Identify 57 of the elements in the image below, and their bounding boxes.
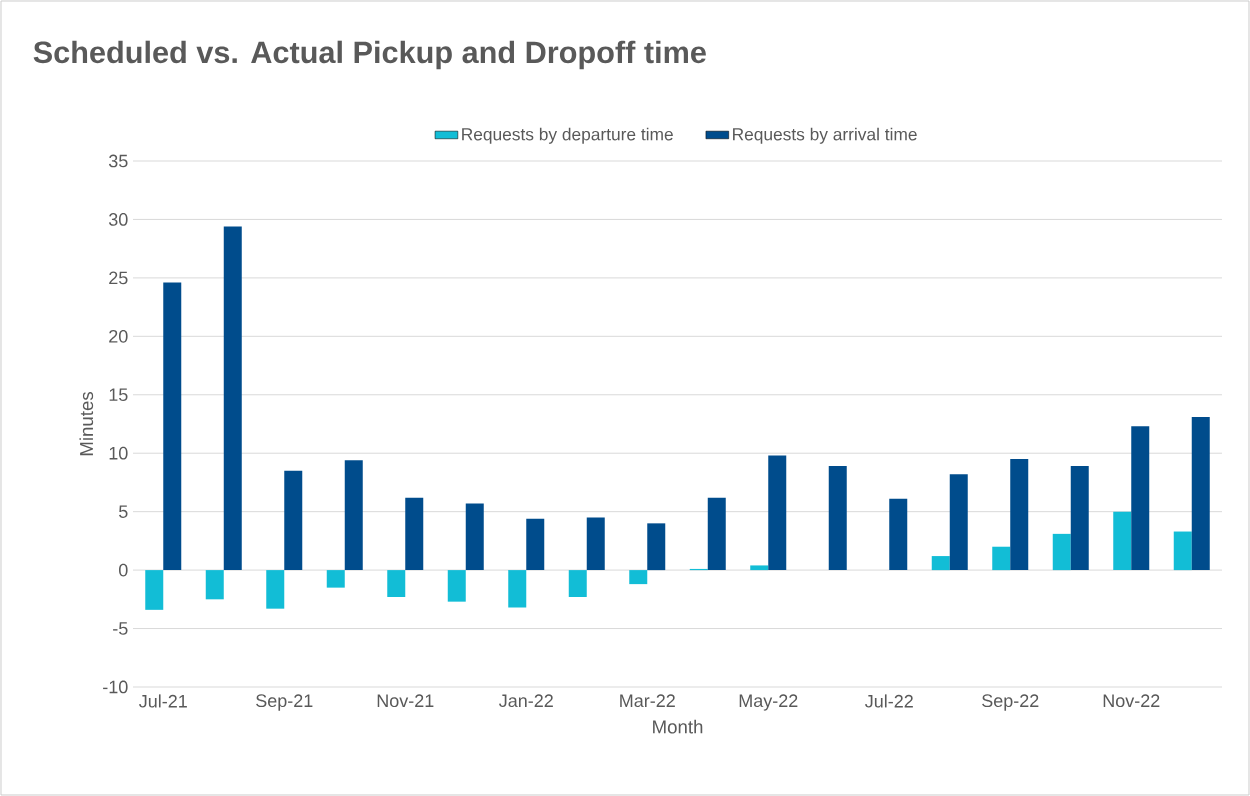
y-tick-label: 15 [109, 388, 128, 402]
bar [223, 226, 242, 571]
bar [205, 570, 224, 600]
bar [465, 503, 484, 571]
y-tick-label: 30 [108, 213, 128, 226]
x-tick-label: Sep-21 [256, 694, 313, 711]
bar [1191, 416, 1210, 571]
bar [405, 497, 424, 571]
chart-title: Scheduled vs. Actual Pickup and Dropoff time [33, 40, 706, 70]
legend-label: Requests by departure time [462, 127, 673, 144]
bar [647, 523, 666, 571]
y-tick-label: 0 [119, 563, 128, 577]
x-tick-label: Jul-21 [139, 694, 187, 708]
bar [1070, 466, 1089, 571]
x-tick-label: Sep-22 [982, 694, 1039, 711]
bar [508, 570, 527, 608]
y-axis-title: Minutes [79, 391, 94, 456]
bar [931, 556, 950, 571]
legend-label: Requests by arrival time [733, 127, 917, 144]
y-tick-label: 20 [109, 329, 128, 343]
x-tick-label: Nov-22 [1103, 694, 1160, 708]
bar [768, 455, 787, 571]
bar [284, 470, 303, 571]
bar [1113, 511, 1132, 571]
x-tick-label: Nov-21 [377, 694, 434, 708]
bar [1131, 426, 1150, 571]
bar [145, 570, 164, 610]
bar [387, 570, 406, 597]
bar [163, 282, 182, 571]
bar [266, 570, 285, 609]
bar [629, 570, 648, 585]
bar [568, 570, 587, 597]
bar [447, 570, 466, 602]
y-tick-label: -5 [113, 622, 128, 635]
bar [1052, 533, 1071, 571]
y-tick-label: 10 [109, 446, 128, 460]
y-tick-label: 5 [119, 505, 128, 518]
bar [992, 546, 1011, 571]
bar [326, 570, 345, 588]
bar [526, 518, 545, 571]
x-tick-label: Mar-22 [620, 694, 675, 708]
x-tick-label: May-22 [739, 694, 798, 711]
bar [707, 497, 726, 571]
bar [750, 565, 769, 571]
x-tick-label: Jul-22 [865, 694, 913, 708]
bar [889, 498, 908, 571]
bar [1173, 531, 1192, 571]
x-tick-label: Jan-22 [499, 694, 553, 708]
x-axis-title: Month [653, 719, 703, 734]
y-tick-label: 25 [109, 271, 128, 285]
y-tick-label: -10 [103, 680, 128, 694]
bar [1010, 459, 1029, 571]
y-tick-label: 35 [108, 154, 128, 168]
bar [586, 517, 605, 571]
bar [344, 460, 363, 571]
bar [949, 474, 968, 571]
bar [828, 466, 847, 571]
